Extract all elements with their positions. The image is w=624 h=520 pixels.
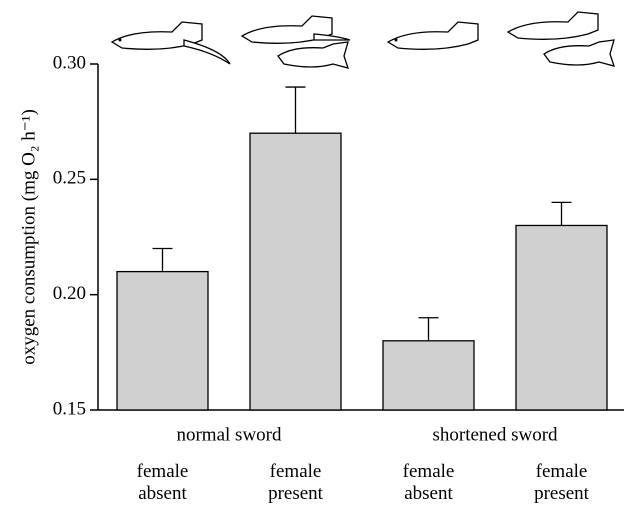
error-bar	[286, 87, 306, 133]
bar	[383, 341, 474, 410]
fish-short-sword	[388, 22, 478, 49]
chart: oxygen consumption (mg O₂ h⁻¹) 0.15 0.20 0…	[0, 0, 624, 520]
y-tick-label: 0.25	[53, 168, 86, 189]
error-bar	[419, 318, 439, 341]
bar	[117, 272, 208, 410]
fish-illustrations	[112, 12, 614, 68]
bar	[250, 133, 341, 410]
fish-normal-sword	[112, 22, 230, 64]
group-label: shortened sword	[432, 424, 558, 445]
y-tick-label: 0.30	[53, 52, 86, 73]
error-bar	[153, 249, 173, 272]
y-tick-label: 0.15	[53, 398, 86, 419]
y-axis-label: oxygen consumption (mg O₂ h⁻¹)	[18, 109, 39, 365]
error-bar	[552, 202, 572, 225]
group-label: normal sword	[176, 424, 282, 445]
fish-normal-sword-female	[242, 16, 350, 68]
fish-short-sword-female	[508, 12, 614, 66]
y-tick-label: 0.20	[53, 283, 86, 304]
bar	[516, 225, 607, 410]
